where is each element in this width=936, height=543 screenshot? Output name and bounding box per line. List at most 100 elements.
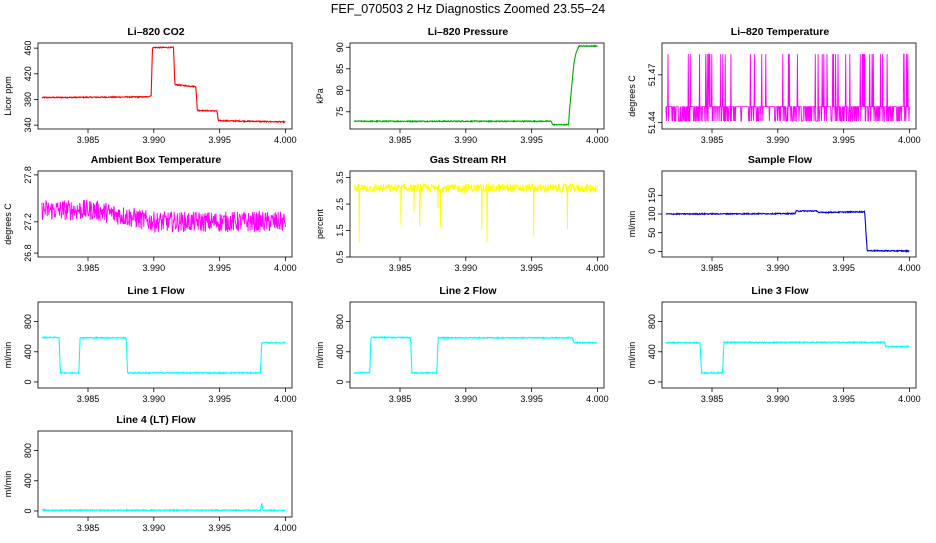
plot-frame xyxy=(661,301,917,389)
y-axis-label: ml/min xyxy=(315,341,325,369)
y-tick-label: 50 xyxy=(647,228,657,238)
chart-svg: 3.985 3.990 3.995 4.000 0 400 800 xyxy=(23,301,297,404)
chart-panel: Li–820 CO2 Licor ppm 3.985 3.990 3.995 4.000 3… xyxy=(0,26,312,155)
chart-panel: Line 4 (LT) Flow ml/min 3.985 3.990 3.995 4.0… xyxy=(0,414,312,543)
chart-panel: Line 3 Flow ml/min 3.985 3.990 3.995 4.000 0 40… xyxy=(624,285,936,414)
series-line xyxy=(665,209,910,253)
x-tick-label: 3.995 xyxy=(208,263,231,273)
y-tick-label: 800 xyxy=(647,314,657,329)
x-tick-label: 3.995 xyxy=(520,263,543,273)
y-tick-label: 800 xyxy=(23,443,33,458)
x-tick-label: 4.000 xyxy=(586,135,609,145)
figure-title: FEF_070503 2 Hz Diagnostics Zoomed 23.55… xyxy=(330,2,606,16)
y-tick-label: 26.8 xyxy=(23,244,33,262)
x-tick-label: 4.000 xyxy=(898,263,921,273)
y-tick-label: 100 xyxy=(647,206,657,221)
y-tick-label: 75 xyxy=(335,107,345,117)
y-tick-label: 460 xyxy=(23,41,33,56)
series-line xyxy=(665,340,910,375)
chart-svg: 3.985 3.990 3.995 4.000 0.5 1.5 2.5 3.5 xyxy=(335,170,609,273)
x-tick-label: 3.995 xyxy=(520,394,543,404)
x-tick-label: 3.995 xyxy=(208,523,231,533)
y-axis-label: kPa xyxy=(315,88,325,104)
x-tick-label: 3.990 xyxy=(455,263,478,273)
y-tick-label: 340 xyxy=(23,118,33,133)
y-axis-label: degrees C xyxy=(3,203,13,245)
x-tick-label: 3.985 xyxy=(701,263,724,273)
y-tick-label: 51.47 xyxy=(647,64,657,87)
x-tick-label: 4.000 xyxy=(898,394,921,404)
y-tick-label: 85 xyxy=(335,64,345,74)
y-tick-label: 0 xyxy=(23,508,33,513)
y-axis-label: Licor ppm xyxy=(3,76,13,116)
x-tick-label: 3.990 xyxy=(143,135,166,145)
y-tick-label: 0 xyxy=(647,249,657,254)
y-tick-label: 380 xyxy=(23,92,33,107)
series-line xyxy=(41,502,286,513)
chart-svg: 3.985 3.990 3.995 4.000 0 400 800 xyxy=(647,301,921,404)
y-tick-label: 150 xyxy=(647,188,657,203)
y-tick-label: 51.44 xyxy=(647,111,657,134)
x-tick-label: 3.995 xyxy=(208,394,231,404)
plot-frame xyxy=(37,430,293,518)
x-tick-label: 3.995 xyxy=(832,135,855,145)
series-line xyxy=(665,53,910,122)
chart-panel: Line 2 Flow ml/min 3.985 3.990 3.995 4.000 0 40… xyxy=(312,285,624,414)
x-tick-label: 3.995 xyxy=(832,263,855,273)
chart-svg: 3.985 3.990 3.995 4.000 51.44 51.47 xyxy=(647,42,921,145)
x-tick-label: 4.000 xyxy=(898,135,921,145)
chart-panel: Gas Stream RH percent 3.985 3.990 3.995 4.000… xyxy=(312,154,624,283)
x-tick-label: 4.000 xyxy=(274,523,297,533)
y-tick-label: 1.5 xyxy=(335,224,345,237)
chart-svg: 3.985 3.990 3.995 4.000 0 400 800 xyxy=(335,301,609,404)
series-line xyxy=(353,335,598,375)
x-tick-label: 3.990 xyxy=(143,394,166,404)
y-tick-label: 400 xyxy=(647,344,657,359)
y-axis-label: percent xyxy=(315,208,325,240)
plot-frame xyxy=(37,42,293,130)
y-tick-label: 420 xyxy=(23,66,33,81)
y-tick-label: 0 xyxy=(647,379,657,384)
x-tick-label: 3.985 xyxy=(77,394,100,404)
plot-frame xyxy=(349,170,605,258)
y-tick-label: 400 xyxy=(335,344,345,359)
series-line xyxy=(41,199,286,234)
x-tick-label: 4.000 xyxy=(274,263,297,273)
series-line xyxy=(353,182,598,243)
x-tick-label: 3.990 xyxy=(767,263,790,273)
chart-svg: 3.985 3.990 3.995 4.000 26.8 27.2 27.8 xyxy=(23,166,297,273)
y-tick-label: 0 xyxy=(23,379,33,384)
y-axis-label: ml/min xyxy=(627,341,637,369)
x-tick-label: 3.985 xyxy=(701,135,724,145)
y-tick-label: 400 xyxy=(23,473,33,488)
series-line xyxy=(41,335,286,375)
x-tick-label: 3.985 xyxy=(389,135,412,145)
chart-svg: 3.985 3.990 3.995 4.000 75 80 85 90 xyxy=(335,42,609,145)
y-tick-label: 800 xyxy=(23,314,33,329)
series-line xyxy=(41,46,286,124)
x-tick-label: 3.985 xyxy=(77,523,100,533)
y-tick-label: 90 xyxy=(335,42,345,52)
x-tick-label: 3.990 xyxy=(143,523,166,533)
x-tick-label: 3.990 xyxy=(455,135,478,145)
x-tick-label: 3.985 xyxy=(77,263,100,273)
y-axis-label: ml/min xyxy=(627,210,637,238)
x-tick-label: 3.995 xyxy=(832,394,855,404)
x-tick-label: 3.990 xyxy=(767,394,790,404)
chart-panel: Li–820 Pressure kPa 3.985 3.990 3.995 4.000 75… xyxy=(312,26,624,155)
chart-panel: Ambient Box Temperature degrees C 3.985 3.9… xyxy=(0,154,312,283)
y-tick-label: 0 xyxy=(335,379,345,384)
x-tick-label: 3.985 xyxy=(701,394,724,404)
y-axis-label: ml/min xyxy=(3,470,13,498)
y-tick-label: 3.5 xyxy=(335,171,345,184)
plot-frame xyxy=(349,42,605,130)
y-tick-label: 800 xyxy=(335,314,345,329)
x-tick-label: 3.995 xyxy=(208,135,231,145)
x-tick-label: 3.990 xyxy=(143,263,166,273)
series-line xyxy=(353,44,598,127)
chart-svg: 3.985 3.990 3.995 4.000 0 50 100 150 xyxy=(647,170,921,273)
y-tick-label: 27.8 xyxy=(23,166,33,184)
x-tick-label: 4.000 xyxy=(274,135,297,145)
x-tick-label: 3.985 xyxy=(389,263,412,273)
x-tick-label: 3.990 xyxy=(767,135,790,145)
